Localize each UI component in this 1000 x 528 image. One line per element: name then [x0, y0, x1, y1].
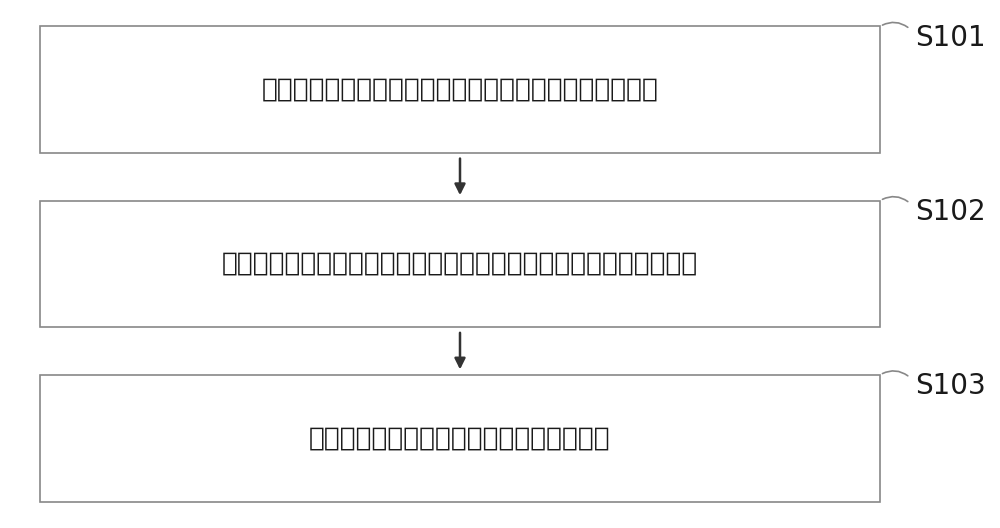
- Text: 获取碳化硅充电桩的外部环境温度和内部碳化硅器件温度: 获取碳化硅充电桩的外部环境温度和内部碳化硅器件温度: [262, 77, 658, 103]
- Text: 根据所述目标处理策略，控制执行目标处理: 根据所述目标处理策略，控制执行目标处理: [309, 425, 611, 451]
- Bar: [40, 26, 880, 153]
- Text: S103: S103: [915, 372, 986, 400]
- Text: 确定与所述外部环境温度和内部碳化硅器件温度匹配的目标处理策略: 确定与所述外部环境温度和内部碳化硅器件温度匹配的目标处理策略: [222, 251, 698, 277]
- Text: S102: S102: [915, 198, 986, 226]
- Text: S101: S101: [915, 24, 986, 52]
- Bar: [40, 375, 880, 502]
- Bar: [40, 201, 880, 327]
